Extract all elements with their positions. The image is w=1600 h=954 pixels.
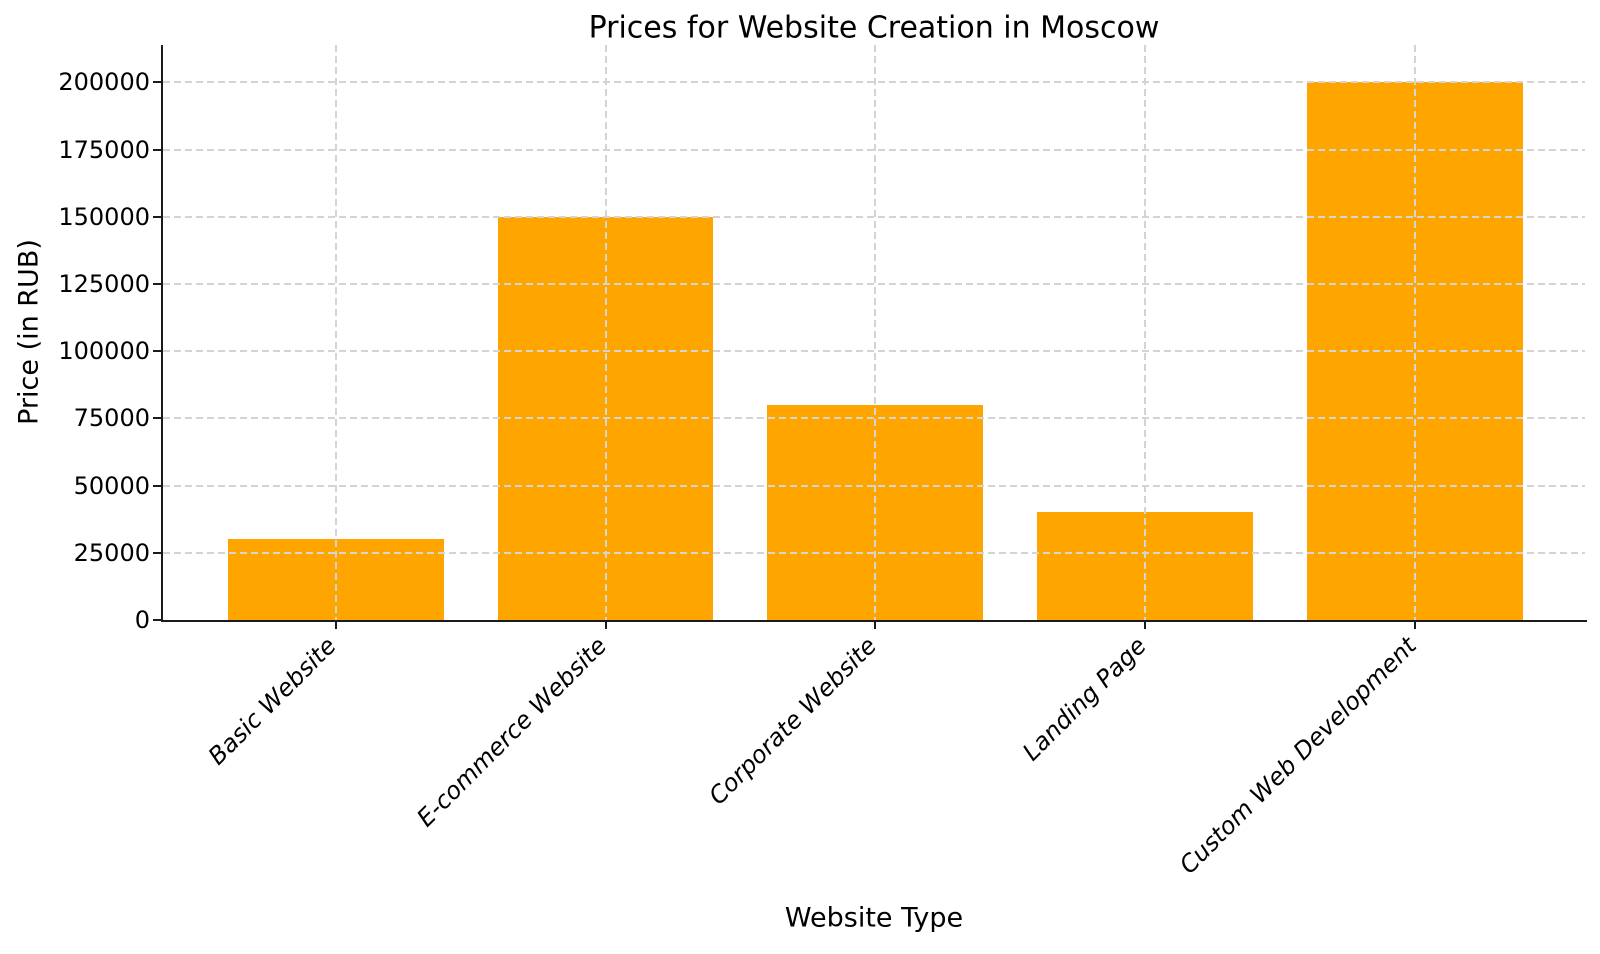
y-tick-mark-175000 — [153, 148, 161, 151]
y-tick-label: 150000 — [58, 202, 150, 231]
x-tick-mark-3 — [1144, 621, 1147, 629]
x-tick-mark-2 — [874, 621, 877, 629]
y-gridline-175000 — [163, 148, 1585, 151]
y-tick-label: 125000 — [58, 270, 150, 298]
y-tick-label: 100000 — [58, 337, 150, 366]
plot-area — [163, 45, 1585, 620]
y-tick-mark-150000 — [153, 215, 161, 218]
x-tick-label: Landing Page — [1016, 631, 1152, 767]
y-gridline-25000 — [163, 551, 1585, 554]
y-tick-mark-75000 — [153, 417, 161, 420]
y-gridline-75000 — [163, 417, 1585, 420]
y-axis-label: Price (in RUB) — [13, 239, 45, 425]
x-axis-spine — [161, 620, 1587, 622]
x-gridline-1 — [604, 45, 607, 620]
y-tick-label: 75000 — [73, 404, 150, 433]
x-gridline-4 — [1414, 45, 1416, 620]
y-axis-spine — [161, 45, 163, 622]
x-gridline-3 — [1144, 45, 1147, 620]
y-gridline-100000 — [163, 350, 1585, 353]
x-tick-mark-1 — [604, 621, 607, 629]
y-tick-mark-0 — [153, 619, 161, 621]
y-tick-label: 175000 — [58, 135, 150, 164]
chart-title: Prices for Website Creation in Moscow — [588, 10, 1160, 46]
y-gridline-125000 — [163, 283, 1585, 285]
y-tick-mark-100000 — [153, 350, 161, 353]
y-tick-label: 200000 — [58, 68, 150, 97]
y-tick-label: 0 — [134, 606, 150, 634]
x-axis-label: Website Type — [784, 902, 964, 934]
x-tick-mark-0 — [334, 621, 337, 629]
x-gridline-2 — [874, 45, 877, 620]
y-gridline-50000 — [163, 484, 1585, 487]
x-tick-label: E-commerce Website — [411, 631, 612, 833]
x-tick-label: Custom Web Development — [1173, 631, 1422, 880]
y-tick-mark-25000 — [153, 551, 161, 554]
y-tick-mark-50000 — [153, 484, 161, 487]
y-tick-mark-125000 — [153, 283, 161, 285]
y-gridline-150000 — [163, 215, 1585, 218]
x-tick-label: Corporate Website — [703, 631, 882, 811]
y-tick-label: 50000 — [73, 471, 150, 500]
y-tick-mark-200000 — [153, 81, 161, 84]
y-tick-label: 25000 — [73, 538, 150, 567]
x-tick-label: Basic Website — [203, 631, 343, 771]
y-gridline-200000 — [163, 81, 1585, 84]
x-tick-mark-4 — [1414, 621, 1416, 629]
x-gridline-0 — [334, 45, 337, 620]
